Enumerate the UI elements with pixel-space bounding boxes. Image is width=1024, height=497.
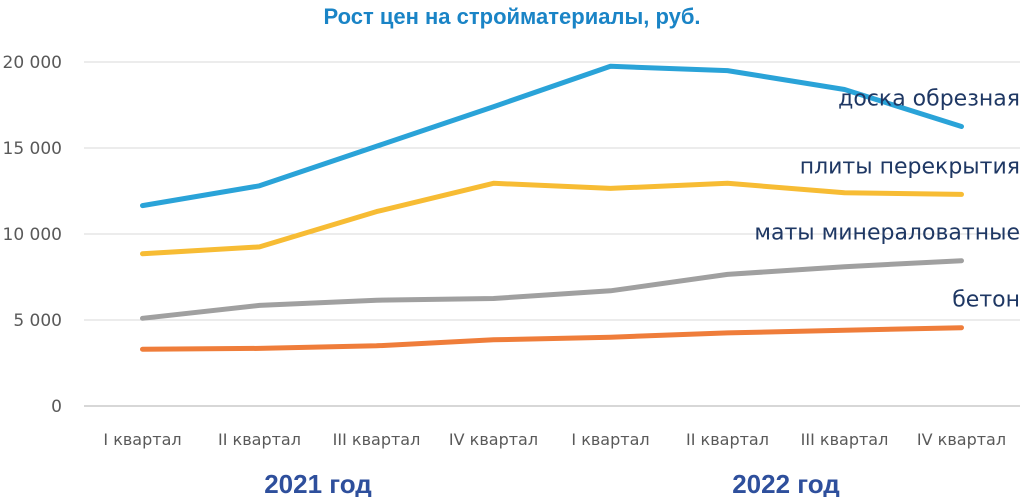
series-line-0 (140, 63, 964, 209)
series-line-1 (140, 180, 964, 257)
series-label-1: плиты перекрытия (800, 154, 1020, 179)
series-line-2 (140, 258, 964, 321)
year-label-1: 2022 год (732, 469, 840, 497)
x-tick-label: I квартал (103, 430, 181, 449)
y-tick-label: 5 000 (13, 311, 62, 331)
series-labels: доска обрезная плиты перекрытия маты минер… (754, 87, 1020, 313)
x-tick-label: II квартал (686, 430, 769, 449)
year-labels: 2021 год 2022 год (264, 469, 840, 497)
y-tick-label: 0 (51, 397, 62, 417)
x-axis-ticks: I квартал II квартал III квартал IV квартал… (103, 430, 1006, 449)
x-tick-label: I квартал (571, 430, 649, 449)
series-label-3: бетон (952, 288, 1020, 313)
y-axis-ticks: 0 5 000 10 000 15 000 20 000 (3, 53, 62, 417)
x-tick-label: III квартал (333, 430, 421, 449)
x-tick-label: IV квартал (917, 430, 1006, 449)
series-line-3 (140, 325, 964, 352)
series-label-0: доска обрезная (838, 87, 1020, 112)
series-label-2: маты минераловатные (754, 221, 1020, 246)
x-tick-label: IV квартал (449, 430, 538, 449)
y-tick-label: 15 000 (3, 139, 62, 159)
y-tick-label: 20 000 (3, 53, 62, 73)
grid (84, 61, 1020, 407)
x-tick-label: III квартал (801, 430, 889, 449)
series-lines (140, 63, 964, 352)
x-tick-label: II квартал (218, 430, 301, 449)
year-label-0: 2021 год (264, 469, 372, 497)
chart-title: Рост цен на стройматериалы, руб. (323, 4, 700, 29)
y-tick-label: 10 000 (3, 225, 62, 245)
